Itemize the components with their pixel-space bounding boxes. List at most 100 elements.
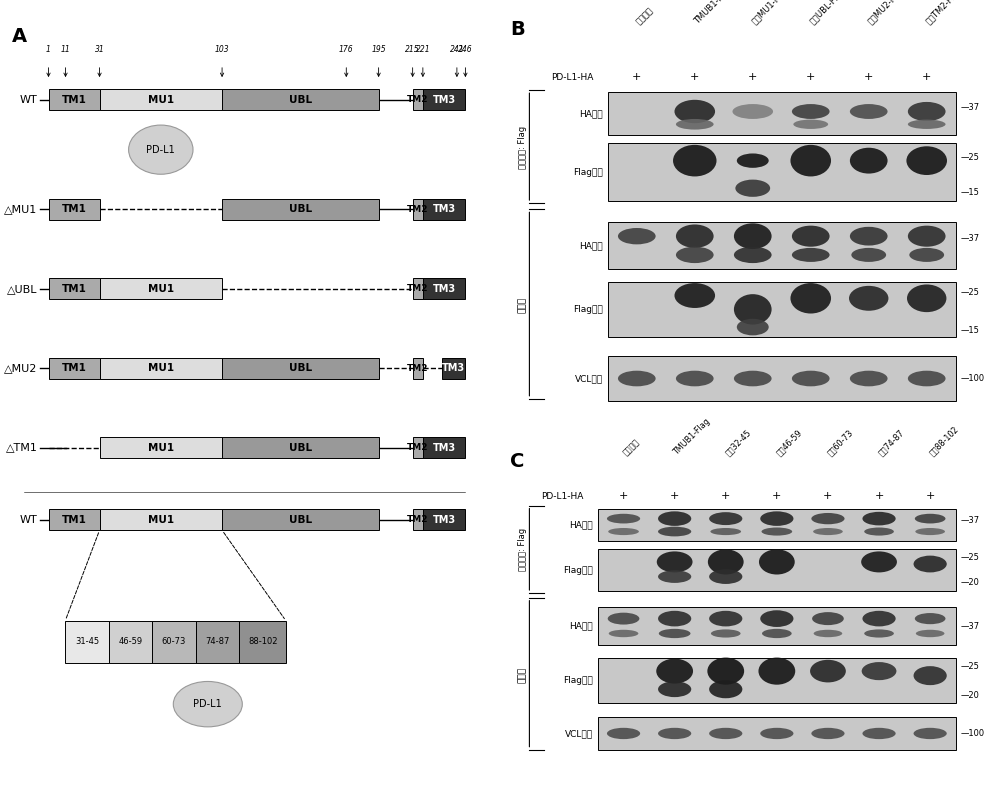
Bar (423, 199, 465, 220)
Ellipse shape (710, 528, 741, 535)
Bar (49, 89, 100, 110)
Text: TM1: TM1 (62, 515, 86, 525)
Text: MU1: MU1 (148, 515, 174, 525)
Bar (598, 657, 956, 703)
Text: —25: —25 (961, 662, 979, 671)
Bar (608, 92, 956, 135)
Ellipse shape (792, 248, 830, 262)
Text: +: + (772, 491, 782, 501)
Text: +: + (619, 491, 628, 501)
Text: Flag蛋白: Flag蛋白 (563, 566, 593, 574)
Text: —25: —25 (961, 288, 979, 297)
Text: —37: —37 (961, 515, 980, 525)
Ellipse shape (709, 728, 742, 739)
Text: 88-102: 88-102 (248, 637, 277, 646)
Ellipse shape (850, 104, 888, 119)
Text: PD-L1: PD-L1 (146, 145, 175, 154)
Ellipse shape (737, 154, 769, 168)
Text: Flag蛋白: Flag蛋白 (573, 168, 603, 177)
Text: WT: WT (20, 515, 38, 525)
Text: 221: 221 (416, 45, 430, 54)
Ellipse shape (608, 613, 639, 625)
Ellipse shape (792, 370, 830, 386)
Text: 质粒载体: 质粒载体 (634, 6, 655, 27)
Bar (100, 358, 222, 379)
Ellipse shape (656, 659, 693, 683)
Text: TM2: TM2 (407, 95, 429, 104)
Ellipse shape (760, 511, 793, 526)
Bar (598, 549, 956, 591)
Text: +: + (721, 491, 730, 501)
Text: TM2: TM2 (407, 364, 429, 373)
Text: +: + (806, 72, 815, 83)
Text: WT: WT (20, 95, 38, 105)
Ellipse shape (906, 147, 947, 175)
Text: 质粒载体: 质粒载体 (621, 437, 641, 457)
Ellipse shape (790, 283, 831, 314)
Ellipse shape (915, 613, 945, 624)
Text: —25: —25 (961, 154, 979, 162)
Ellipse shape (916, 630, 944, 637)
Text: TM1: TM1 (62, 363, 86, 374)
Ellipse shape (734, 223, 772, 249)
Ellipse shape (711, 630, 741, 637)
Text: UBL: UBL (289, 443, 312, 453)
Text: 截除MU2-Flag: 截除MU2-Flag (866, 0, 908, 27)
Text: 195: 195 (371, 45, 386, 54)
Ellipse shape (862, 728, 896, 739)
Ellipse shape (908, 120, 946, 129)
Text: MU1: MU1 (148, 95, 174, 105)
Bar (423, 278, 465, 299)
Text: 176: 176 (339, 45, 354, 54)
Text: TM3: TM3 (433, 443, 456, 453)
Ellipse shape (658, 611, 691, 626)
Ellipse shape (790, 145, 831, 177)
Bar (49, 358, 100, 379)
Text: Flag蛋白: Flag蛋白 (563, 675, 593, 685)
Ellipse shape (864, 630, 894, 637)
Text: —100: —100 (961, 729, 985, 738)
Text: MU1: MU1 (148, 443, 174, 453)
Ellipse shape (760, 610, 793, 627)
Bar (65, 621, 109, 663)
Text: 截除TM2-Flag: 截除TM2-Flag (924, 0, 965, 27)
Ellipse shape (850, 370, 888, 386)
Ellipse shape (850, 147, 888, 173)
Text: —37: —37 (961, 234, 980, 243)
Bar (413, 437, 423, 459)
Bar (239, 621, 286, 663)
Text: 103: 103 (215, 45, 229, 54)
Ellipse shape (850, 227, 888, 246)
Text: TM2: TM2 (407, 284, 429, 293)
Text: 免疫沉淀: Flag: 免疫沉淀: Flag (518, 528, 527, 571)
Text: HA蛋白: HA蛋白 (569, 622, 593, 630)
Bar (49, 278, 100, 299)
Ellipse shape (762, 527, 792, 536)
Text: C: C (510, 452, 524, 471)
Text: 总蛋白: 总蛋白 (518, 667, 527, 683)
Text: 46-59: 46-59 (118, 637, 143, 646)
Ellipse shape (608, 528, 639, 535)
Text: 截除88-102: 截除88-102 (928, 425, 961, 457)
Bar (413, 199, 423, 220)
Bar (413, 509, 423, 530)
Text: B: B (510, 20, 525, 39)
Text: 截除MU1-Flag: 截除MU1-Flag (750, 0, 792, 27)
Text: UBL: UBL (289, 204, 312, 214)
Bar (49, 199, 100, 220)
Ellipse shape (707, 657, 744, 685)
Ellipse shape (676, 247, 714, 263)
Text: TM2: TM2 (407, 205, 429, 214)
Bar (109, 621, 152, 663)
Ellipse shape (657, 552, 693, 572)
Text: —37: —37 (961, 102, 980, 112)
Bar (423, 437, 465, 459)
Text: +: + (925, 491, 935, 501)
Text: MU1: MU1 (148, 284, 174, 294)
Bar (413, 358, 423, 379)
Ellipse shape (709, 680, 742, 698)
Text: UBL: UBL (289, 95, 312, 105)
Bar (222, 199, 379, 220)
Text: TMUB1-Flag: TMUB1-Flag (672, 417, 712, 457)
Ellipse shape (762, 629, 792, 638)
